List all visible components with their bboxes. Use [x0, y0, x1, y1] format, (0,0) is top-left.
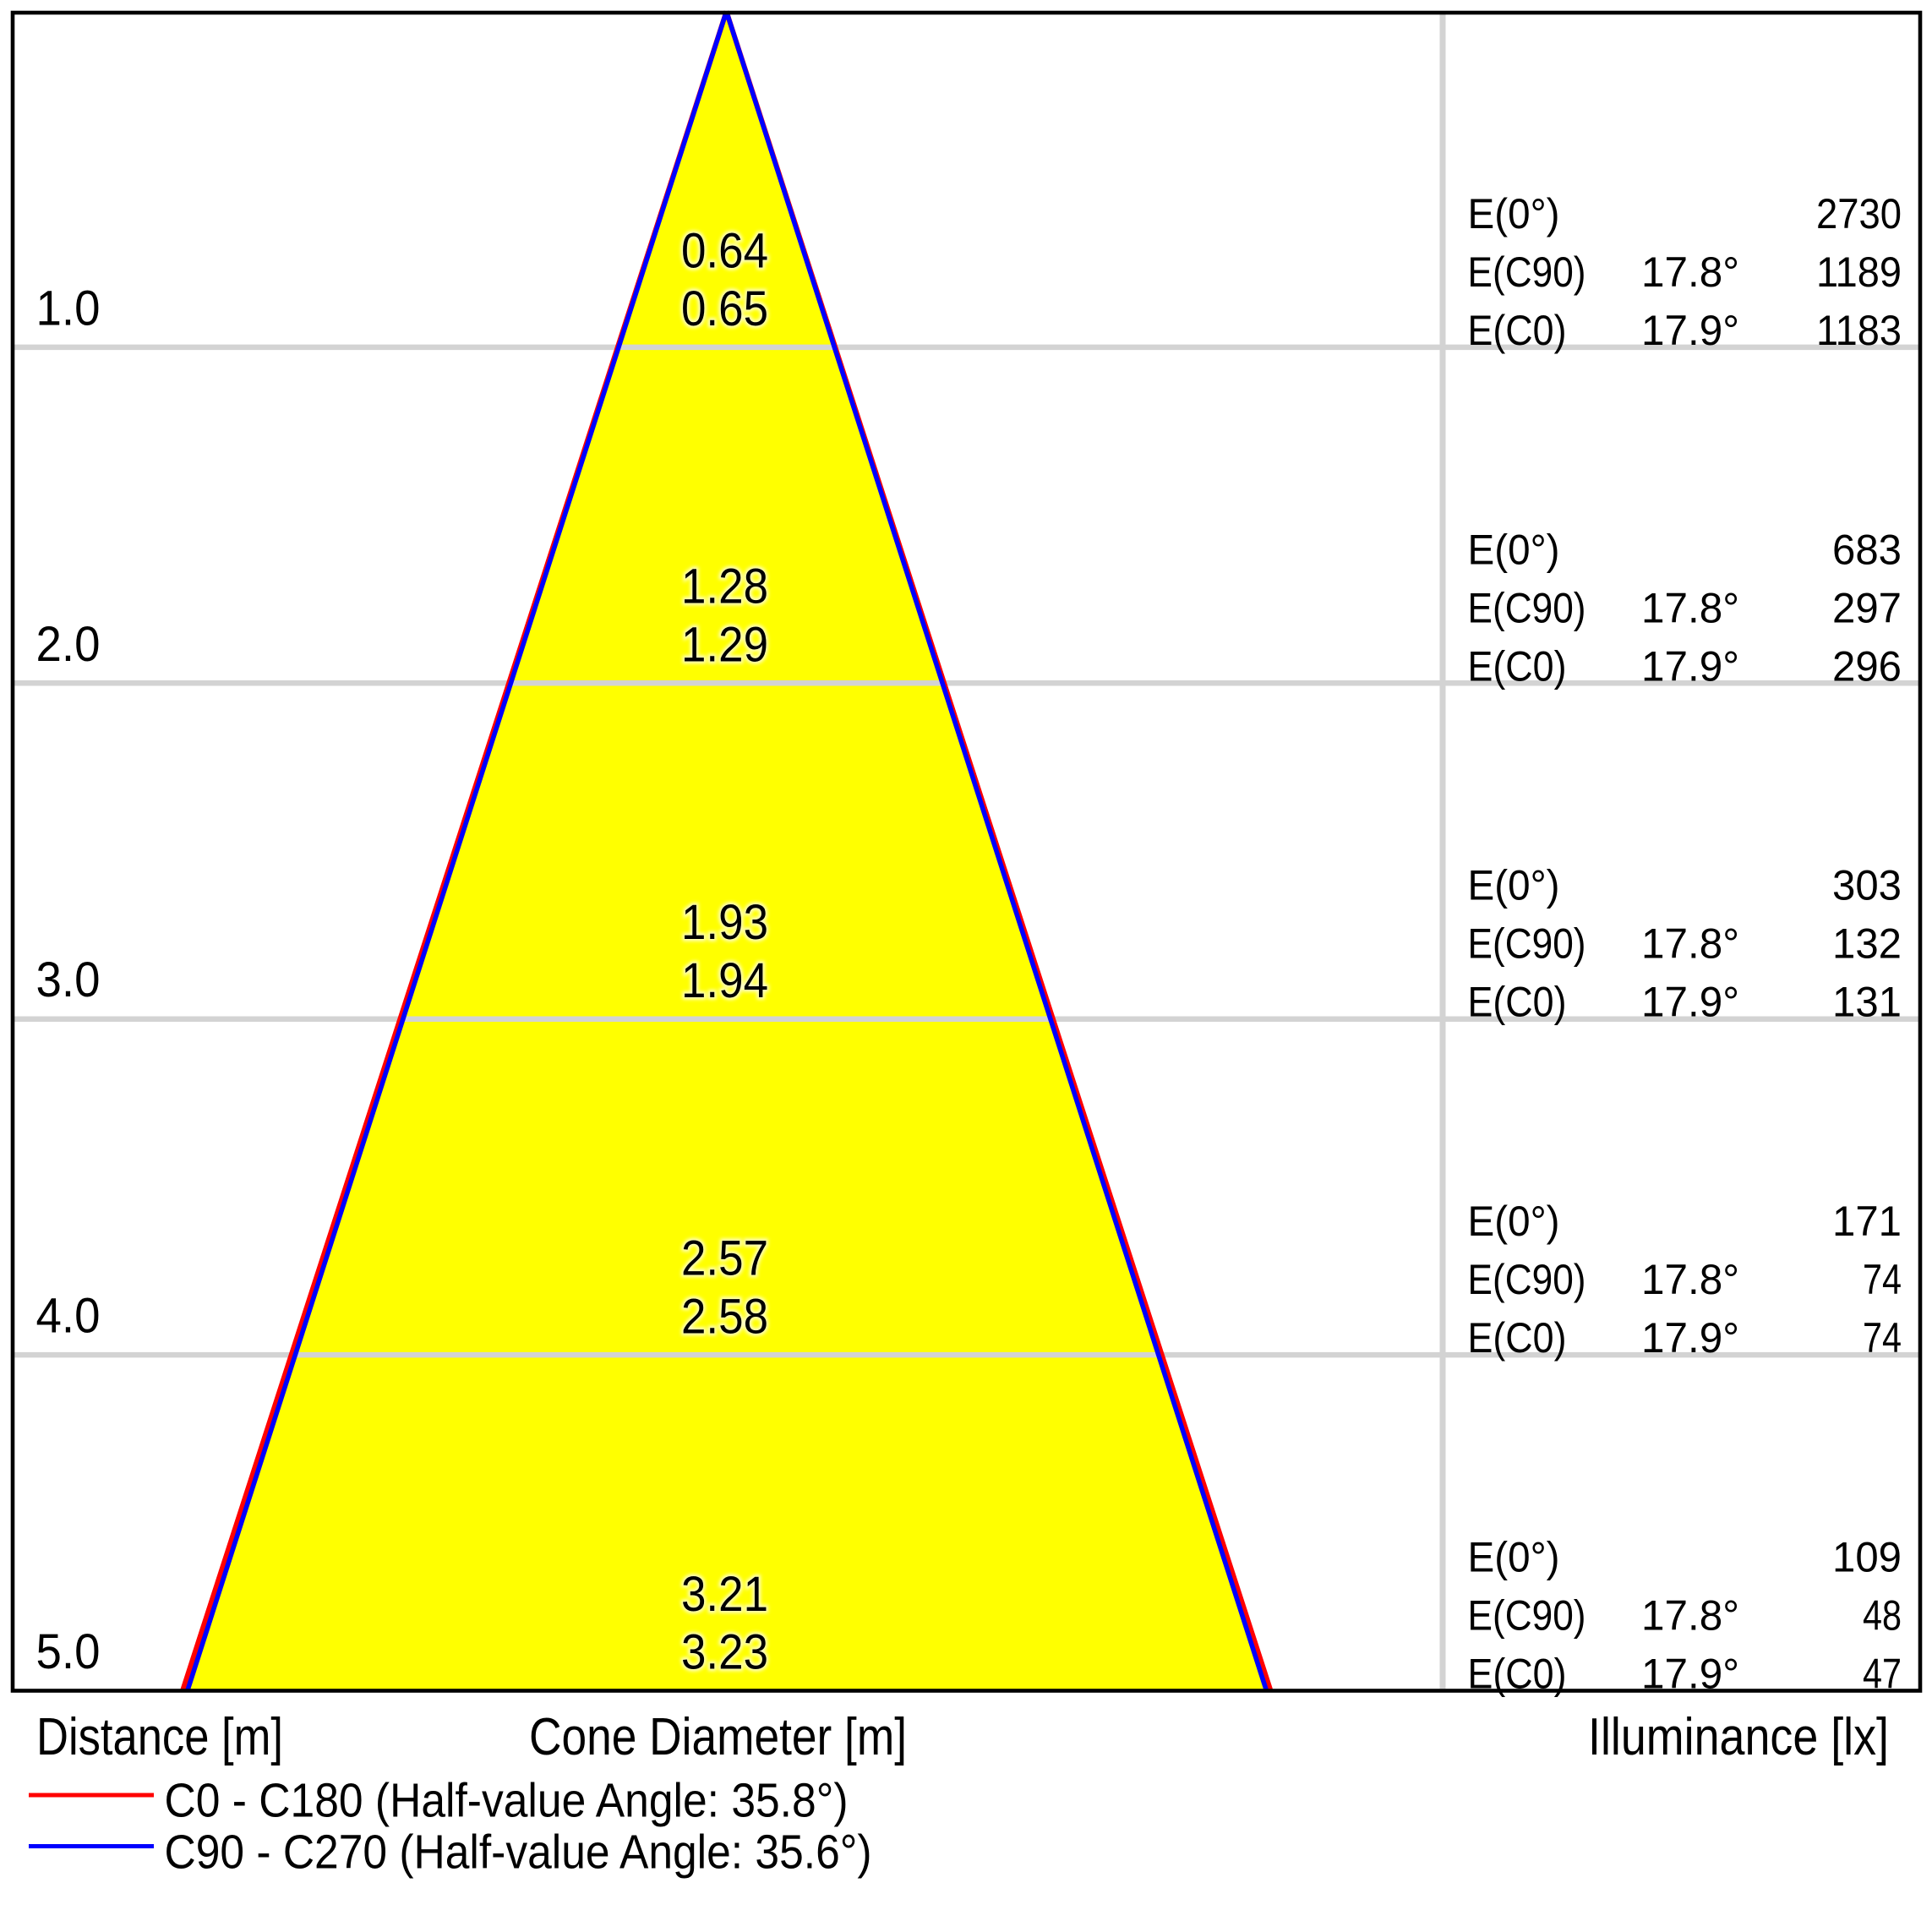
svg-text:1.29: 1.29: [681, 618, 768, 673]
svg-text:74: 74: [1863, 1256, 1902, 1303]
svg-text:2730: 2730: [1816, 190, 1902, 237]
svg-text:296: 296: [1832, 642, 1902, 690]
svg-text:17.8°: 17.8°: [1641, 920, 1739, 968]
svg-text:1.93: 1.93: [681, 895, 768, 950]
svg-text:2.57: 2.57: [681, 1231, 768, 1286]
svg-text:17.9°: 17.9°: [1641, 307, 1739, 354]
svg-text:17.8°: 17.8°: [1641, 1256, 1739, 1303]
svg-text:1.28: 1.28: [681, 559, 768, 614]
svg-text:C90 - C270 (Half-value Angle:: C90 - C270 (Half-value Angle: 35.6°): [165, 1826, 872, 1880]
svg-text:E(0°): E(0°): [1468, 190, 1560, 237]
svg-text:2.0: 2.0: [36, 617, 101, 672]
svg-text:E(0°): E(0°): [1468, 862, 1560, 909]
svg-text:74: 74: [1863, 1314, 1902, 1362]
svg-text:132: 132: [1832, 920, 1902, 968]
svg-text:E(C0): E(C0): [1468, 1651, 1567, 1698]
svg-text:683: 683: [1832, 526, 1902, 573]
svg-text:5.0: 5.0: [36, 1624, 101, 1679]
svg-text:1.94: 1.94: [681, 953, 768, 1008]
svg-text:1189: 1189: [1816, 248, 1902, 296]
svg-text:E(C0): E(C0): [1468, 642, 1567, 690]
svg-text:2.57: 2.57: [681, 1231, 768, 1286]
svg-text:E(C90): E(C90): [1468, 1592, 1586, 1640]
svg-text:E(0°): E(0°): [1468, 526, 1560, 573]
svg-text:303: 303: [1832, 862, 1902, 909]
svg-text:109: 109: [1832, 1534, 1902, 1581]
svg-text:47: 47: [1863, 1651, 1902, 1698]
svg-text:0.65: 0.65: [681, 281, 768, 336]
svg-text:3.23: 3.23: [681, 1625, 768, 1680]
svg-text:0.64: 0.64: [681, 223, 768, 278]
svg-text:1.29: 1.29: [681, 618, 768, 673]
svg-text:17.8°: 17.8°: [1641, 584, 1739, 631]
svg-text:E(0°): E(0°): [1468, 1198, 1560, 1245]
svg-text:E(C90): E(C90): [1468, 248, 1586, 296]
svg-text:E(C90): E(C90): [1468, 1256, 1586, 1303]
svg-text:17.9°: 17.9°: [1641, 1651, 1739, 1698]
svg-text:4.0: 4.0: [36, 1289, 101, 1344]
svg-text:3.21: 3.21: [681, 1567, 768, 1622]
svg-text:E(C90): E(C90): [1468, 920, 1586, 968]
svg-text:1.28: 1.28: [681, 559, 768, 614]
svg-text:2.58: 2.58: [681, 1289, 768, 1344]
svg-text:E(C0): E(C0): [1468, 979, 1567, 1026]
svg-text:Distance [m]: Distance [m]: [36, 1708, 283, 1766]
svg-text:131: 131: [1832, 979, 1902, 1026]
svg-text:1183: 1183: [1816, 307, 1902, 354]
svg-text:1.94: 1.94: [681, 953, 768, 1008]
svg-text:17.8°: 17.8°: [1641, 248, 1739, 296]
svg-text:Illuminance [lx]: Illuminance [lx]: [1588, 1708, 1889, 1766]
svg-text:E(C0): E(C0): [1468, 307, 1567, 354]
svg-text:E(C90): E(C90): [1468, 584, 1586, 631]
svg-text:E(C0): E(C0): [1468, 1314, 1567, 1362]
svg-text:171: 171: [1832, 1198, 1902, 1245]
svg-text:297: 297: [1832, 584, 1902, 631]
svg-text:E(0°): E(0°): [1468, 1534, 1560, 1581]
svg-text:48: 48: [1863, 1592, 1902, 1640]
svg-text:17.9°: 17.9°: [1641, 642, 1739, 690]
svg-text:3.21: 3.21: [681, 1567, 768, 1622]
svg-text:3.23: 3.23: [681, 1625, 768, 1680]
svg-text:3.0: 3.0: [36, 952, 101, 1007]
svg-text:17.8°: 17.8°: [1641, 1592, 1739, 1640]
svg-text:2.58: 2.58: [681, 1289, 768, 1344]
svg-text:1.93: 1.93: [681, 895, 768, 950]
svg-text:0.64: 0.64: [681, 223, 768, 278]
svg-text:17.9°: 17.9°: [1641, 1314, 1739, 1362]
svg-text:1.0: 1.0: [36, 281, 101, 336]
svg-text:0.65: 0.65: [681, 281, 768, 336]
svg-text:17.9°: 17.9°: [1641, 979, 1739, 1026]
svg-text:C0 - C180 (Half-value Angle: 3: C0 - C180 (Half-value Angle: 35.8°): [165, 1774, 849, 1828]
svg-text:Cone Diameter [m]: Cone Diameter [m]: [529, 1708, 907, 1766]
